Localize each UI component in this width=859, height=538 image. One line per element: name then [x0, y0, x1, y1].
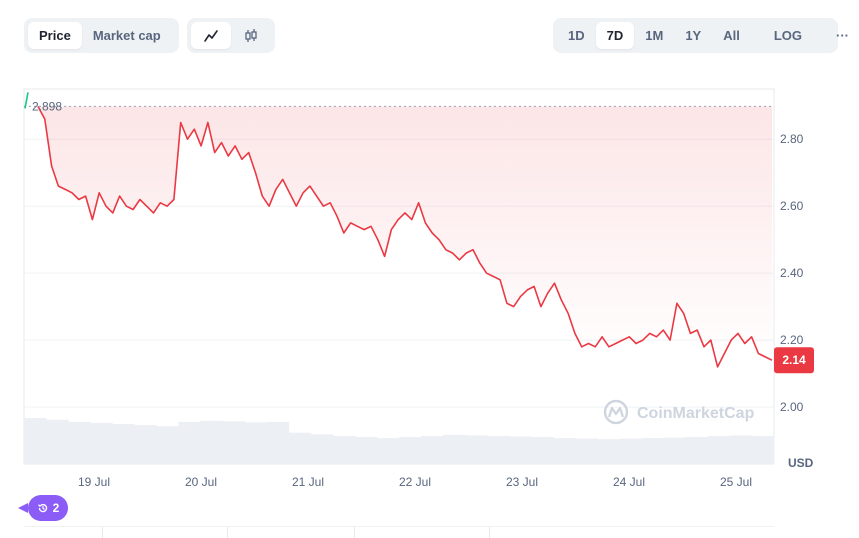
line-chart-icon	[204, 29, 218, 42]
volume-bar	[685, 437, 709, 464]
price-tab[interactable]: Price	[28, 22, 82, 49]
line-chart-button[interactable]	[191, 22, 231, 49]
volume-bar	[443, 434, 466, 464]
price-line	[37, 106, 773, 368]
range-toggle: 1D 7D 1M 1Y All LOG ···	[553, 18, 849, 53]
range-1m-button[interactable]: 1M	[645, 28, 664, 43]
volume-bar	[310, 434, 334, 464]
volume-bar	[354, 437, 378, 464]
x-tick-label: 19 Jul	[78, 475, 110, 489]
volume-bar	[288, 432, 312, 464]
current-price-badge-bg	[774, 347, 814, 374]
range-7d-button[interactable]: 7D	[595, 22, 635, 49]
coinmarketcap-logo-mark	[607, 406, 625, 418]
volume-bar	[332, 435, 356, 464]
price-area	[38, 106, 772, 367]
gain-segment	[24, 92, 29, 109]
volume-bar	[531, 437, 554, 464]
y-tick-label: 2.20	[780, 333, 804, 347]
history-count: 2	[52, 501, 60, 515]
volume-bars	[24, 418, 775, 464]
volume-bar	[178, 421, 201, 464]
y-tick-label: 2.00	[780, 400, 804, 414]
current-price-value: 2.14	[782, 353, 806, 367]
log-scale-button[interactable]: LOG	[773, 28, 803, 43]
volume-bar	[619, 438, 643, 464]
volume-bar	[663, 437, 687, 464]
x-axis: 19 Jul 20 Jul 21 Jul 22 Jul 23 Jul 24 Jul 25 J…	[78, 475, 752, 489]
coinmarketcap-watermark: CoinMarketCap	[603, 399, 755, 425]
x-tick-label: 24 Jul	[613, 475, 645, 489]
volume-bar	[751, 435, 775, 464]
volume-bar	[112, 424, 135, 464]
volume-bar	[421, 435, 444, 464]
open-price-label: 2.898	[32, 99, 62, 113]
bottom-panel-edge	[24, 526, 774, 538]
volume-bar	[553, 438, 576, 464]
volume-bar	[597, 439, 621, 464]
volume-bar	[641, 438, 665, 464]
current-price-badge: 2.14	[774, 347, 814, 374]
coinmarketcap-logo-icon	[603, 399, 629, 425]
volume-bar	[244, 422, 268, 464]
x-tick-label: 21 Jul	[292, 475, 324, 489]
volume-bar	[707, 435, 731, 464]
volume-bar	[90, 422, 113, 464]
volume-bar	[46, 419, 69, 464]
x-tick-label: 23 Jul	[506, 475, 538, 489]
volume-bar	[68, 421, 91, 464]
y-tick-label: 2.60	[780, 199, 804, 213]
y-tick-label: 2.40	[780, 266, 804, 280]
candlestick-button[interactable]	[231, 22, 271, 49]
volume-bar	[465, 435, 488, 464]
watermark-text: CoinMarketCap	[637, 405, 755, 422]
metric-toggle: Price Market cap	[24, 18, 179, 53]
volume-bar	[134, 425, 157, 464]
chart-type-toggle	[187, 18, 275, 53]
x-tick-label: 20 Jul	[185, 475, 217, 489]
x-tick-label: 22 Jul	[399, 475, 431, 489]
volume-bar	[222, 421, 246, 464]
y-tick-label: 2.80	[780, 132, 804, 146]
range-1y-button[interactable]: 1Y	[685, 28, 702, 43]
volume-bar	[156, 426, 179, 464]
history-badge[interactable]: 2	[18, 495, 68, 521]
volume-bar	[376, 438, 400, 464]
market-cap-tab[interactable]: Market cap	[92, 28, 161, 43]
volume-bar	[266, 421, 290, 464]
volume-bar	[24, 418, 47, 464]
volume-bar	[487, 435, 510, 464]
volume-bar	[509, 436, 532, 464]
more-options-button[interactable]: ···	[836, 28, 850, 43]
volume-bar	[729, 435, 753, 464]
range-all-button[interactable]: All	[723, 28, 740, 43]
y-unit-label: USD	[788, 456, 814, 470]
history-icon	[37, 503, 47, 513]
x-tick-label: 25 Jul	[720, 475, 752, 489]
y-axis: 2.00 2.20 2.40 2.60 2.80	[780, 132, 804, 414]
range-1d-button[interactable]: 1D	[568, 28, 585, 43]
volume-bar	[200, 420, 224, 464]
volume-bar	[399, 437, 422, 464]
volume-bar	[575, 438, 599, 464]
candlestick-icon	[245, 28, 257, 42]
